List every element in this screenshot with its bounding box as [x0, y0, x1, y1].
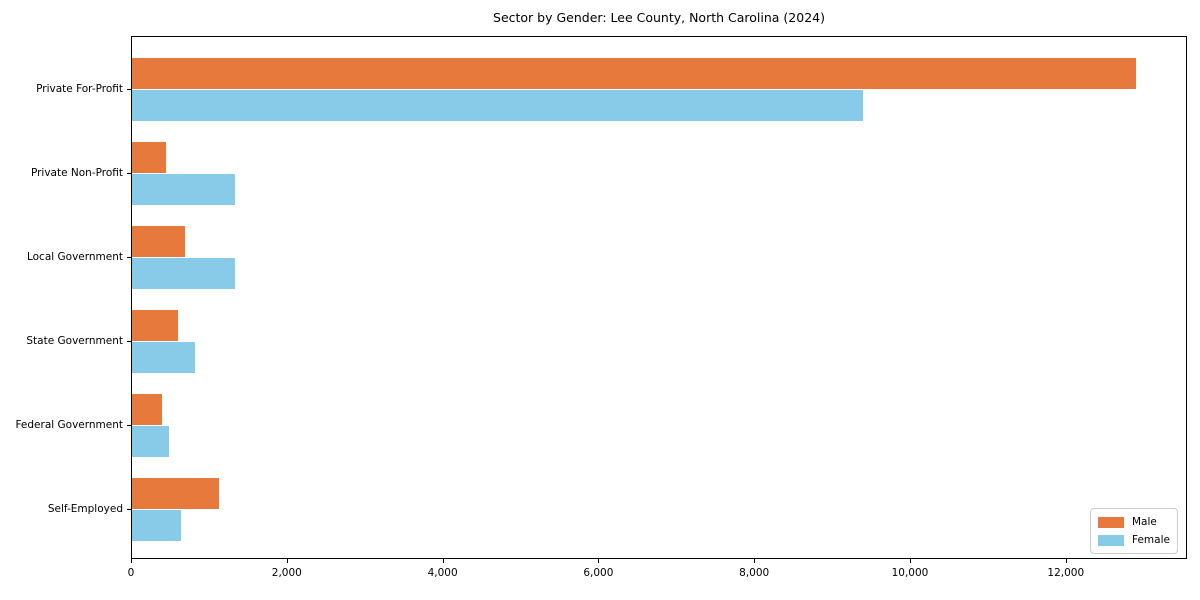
legend-label-female: Female	[1132, 534, 1170, 546]
legend-swatch-male	[1098, 516, 1124, 528]
y-label-local-government: Local Government	[26, 250, 123, 263]
x-tick-label-4-000: 4,000	[427, 567, 458, 579]
y-label-state-government: State Government	[26, 334, 123, 347]
bar-female-state-government	[132, 341, 195, 373]
y-tick-local-government	[127, 256, 131, 258]
bar-female-federal-government	[132, 425, 169, 457]
bar-male-local-government	[132, 226, 185, 258]
y-label-federal-government: Federal Government	[15, 418, 123, 431]
y-label-private-non-profit: Private Non-Profit	[30, 166, 123, 179]
y-tick-federal-government	[127, 424, 131, 426]
x-tick-4-000	[442, 559, 444, 563]
bar-male-federal-government	[132, 394, 162, 426]
x-tick-label-10-000: 10,000	[891, 567, 929, 579]
bar-female-self-employed	[132, 509, 181, 541]
y-tick-state-government	[127, 340, 131, 342]
x-tick-label-12-000: 12,000	[1047, 567, 1085, 579]
x-tick-label-6-000: 6,000	[583, 567, 614, 579]
y-tick-private-non-profit	[127, 172, 131, 174]
legend-swatch-female	[1098, 534, 1124, 546]
y-label-private-for-profit: Private For-Profit	[36, 82, 123, 95]
y-tick-self-employed	[127, 508, 131, 510]
x-tick-6-000	[598, 559, 600, 563]
bar-female-local-government	[132, 257, 235, 289]
x-tick-label-0: 0	[127, 567, 135, 579]
bar-male-self-employed	[132, 478, 220, 510]
y-tick-private-for-profit	[127, 88, 131, 90]
legend-label-male: Male	[1132, 516, 1157, 528]
legend-entry-male: Male	[1098, 516, 1169, 528]
legend: Male Female	[1090, 508, 1178, 554]
x-tick-2-000	[286, 559, 288, 563]
legend-entry-female: Female	[1098, 534, 1170, 546]
x-tick-12-000	[1065, 559, 1067, 563]
x-tick-8-000	[754, 559, 756, 563]
y-label-self-employed: Self-Employed	[47, 502, 123, 515]
x-tick-0	[131, 559, 132, 563]
bar-male-private-non-profit	[132, 142, 167, 174]
chart-title: Sector by Gender: Lee County, North Caro…	[493, 10, 825, 25]
x-tick-label-2-000: 2,000	[271, 567, 302, 579]
x-tick-label-8-000: 8,000	[739, 567, 770, 579]
x-tick-10-000	[909, 559, 911, 563]
bar-male-private-for-profit	[132, 58, 1137, 90]
plot-area	[131, 36, 1187, 559]
bar-female-private-non-profit	[132, 173, 235, 205]
bar-female-private-for-profit	[132, 89, 863, 121]
bar-male-state-government	[132, 310, 178, 342]
